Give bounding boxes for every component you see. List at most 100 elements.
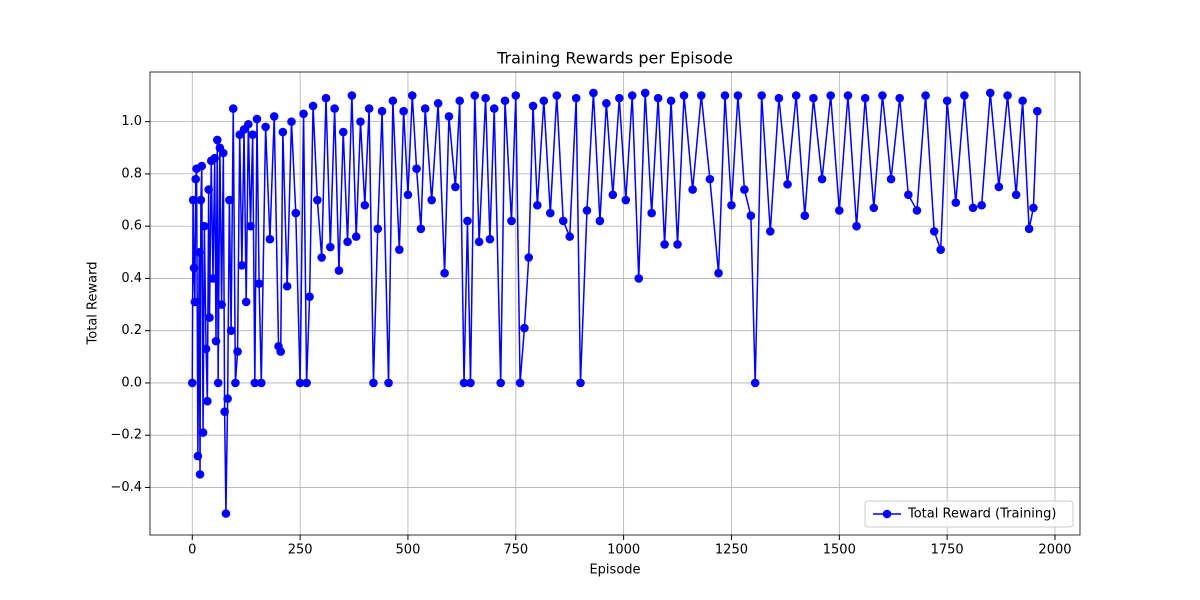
data-point — [615, 93, 624, 103]
data-point — [317, 253, 326, 262]
data-point — [621, 195, 631, 205]
data-point — [210, 153, 220, 163]
data-point — [968, 203, 978, 213]
data-point — [977, 200, 986, 210]
data-point — [189, 263, 199, 273]
data-point — [929, 227, 939, 236]
data-point — [427, 195, 436, 205]
data-point — [203, 396, 212, 406]
data-point — [373, 224, 383, 234]
data-point — [412, 164, 421, 173]
data-point — [198, 428, 208, 437]
data-point — [740, 185, 749, 194]
legend-box — [864, 500, 1074, 528]
chart-title: Training Rewards per Episode — [496, 49, 733, 68]
data-point — [420, 104, 430, 113]
legend-marker — [882, 509, 892, 519]
data-point — [205, 313, 214, 322]
data-point — [407, 91, 417, 100]
data-point — [481, 93, 490, 103]
data-point — [231, 378, 240, 388]
data-point — [470, 91, 480, 100]
data-point — [688, 185, 697, 194]
data-point — [302, 378, 311, 388]
y-tick-label: 0.6 — [121, 219, 142, 234]
data-point — [444, 112, 454, 121]
data-point — [212, 135, 222, 145]
data-point — [511, 91, 521, 100]
data-point — [545, 208, 555, 218]
y-tick-label: −0.2 — [110, 428, 142, 443]
data-point — [589, 88, 598, 98]
data-point — [809, 93, 818, 103]
data-point — [213, 378, 223, 388]
data-point — [455, 96, 465, 106]
data-point — [269, 112, 279, 121]
data-point — [1018, 96, 1027, 106]
data-point — [500, 96, 510, 106]
data-point — [233, 347, 242, 356]
data-point — [377, 106, 387, 116]
data-point — [313, 195, 322, 205]
data-point — [388, 96, 398, 106]
data-point — [843, 91, 853, 100]
data-point — [282, 281, 292, 291]
legend-label: Total Reward (Training) — [907, 507, 1056, 522]
data-point — [705, 174, 715, 184]
data-point — [558, 216, 568, 226]
data-point — [912, 206, 922, 215]
data-point — [774, 93, 784, 103]
data-point — [237, 261, 247, 270]
data-point — [250, 378, 260, 388]
data-point — [228, 104, 238, 113]
data-point — [196, 195, 206, 205]
data-point — [219, 148, 228, 158]
y-tick-label: 0.4 — [121, 271, 142, 286]
data-point — [757, 91, 766, 100]
data-point — [474, 237, 484, 247]
data-point — [485, 234, 495, 244]
data-point — [904, 190, 913, 200]
plot-frame — [149, 71, 1081, 536]
data-point — [360, 200, 370, 210]
data-point — [886, 174, 896, 184]
data-point — [211, 336, 221, 346]
data-point — [403, 190, 413, 200]
data-point — [666, 96, 676, 106]
y-tick-label: 0.0 — [121, 375, 142, 390]
data-point — [602, 99, 611, 108]
data-point — [660, 240, 669, 249]
data-point — [640, 88, 650, 98]
data-point — [321, 93, 331, 103]
y-axis-label: Total Reward — [86, 262, 101, 346]
data-point — [826, 91, 835, 100]
x-tick-label: 1500 — [823, 543, 856, 558]
x-tick-label: 500 — [396, 543, 421, 558]
data-point — [1032, 106, 1042, 116]
data-point — [351, 232, 361, 241]
data-point — [985, 88, 995, 98]
x-tick-label: 1250 — [715, 543, 748, 558]
data-point — [287, 117, 296, 126]
data-point — [727, 200, 736, 210]
data-point — [869, 203, 879, 213]
data-point — [817, 174, 827, 184]
data-point — [201, 344, 211, 354]
data-point — [330, 104, 339, 113]
data-point — [208, 274, 218, 283]
data-point — [994, 182, 1004, 192]
data-point — [895, 93, 904, 103]
data-point — [627, 91, 637, 100]
data-point — [921, 91, 930, 100]
data-point — [338, 127, 348, 137]
data-point — [960, 91, 969, 100]
data-point — [291, 208, 301, 218]
data-point — [252, 114, 262, 124]
x-tick-label: 750 — [503, 543, 528, 558]
data-point — [369, 378, 378, 388]
y-tick-label: −0.4 — [110, 480, 142, 495]
data-point — [347, 91, 357, 100]
data-point — [679, 91, 689, 100]
data-point — [1029, 203, 1038, 213]
